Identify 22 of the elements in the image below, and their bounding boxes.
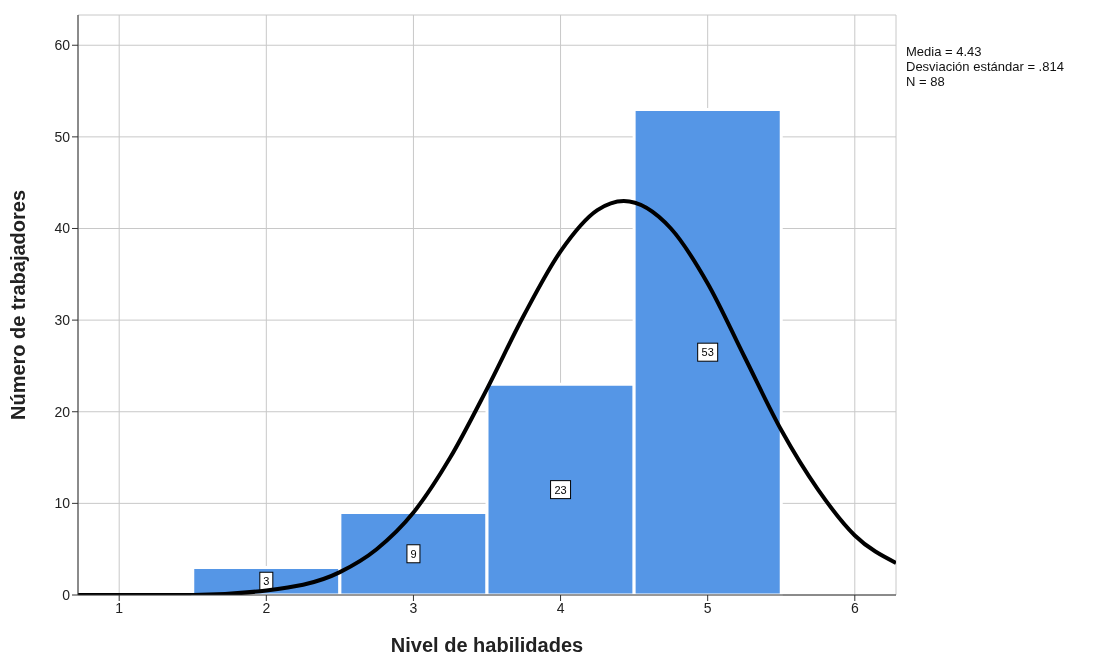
data-label: 23 [554,483,567,496]
data-label: 9 [410,547,417,560]
data-label: 3 [263,575,270,588]
y-axis-title: Número de trabajadores [7,189,30,421]
x-tick-label: 6 [850,599,859,616]
x-tick-label: 5 [703,599,712,616]
x-tick-label: 3 [409,599,418,616]
x-tick-label: 2 [262,599,271,616]
data-label: 53 [701,346,714,359]
text: N = 88 [906,74,946,89]
y-tick-label: 30 [54,312,71,329]
x-tick-label: 1 [115,599,124,616]
x-axis-title: Nivel de habilidades [390,634,584,656]
y-tick-label: 50 [54,128,71,145]
text: Desviación estándar = .814 [906,59,1064,74]
text: Media = 4.43 [906,44,983,59]
y-tick-label: 40 [54,220,71,237]
y-tick-label: 10 [54,495,71,512]
x-tick-label: 4 [556,599,565,616]
y-tick-label: 60 [54,37,71,54]
y-tick-label: 0 [62,586,71,603]
y-tick-label: 20 [54,403,71,420]
